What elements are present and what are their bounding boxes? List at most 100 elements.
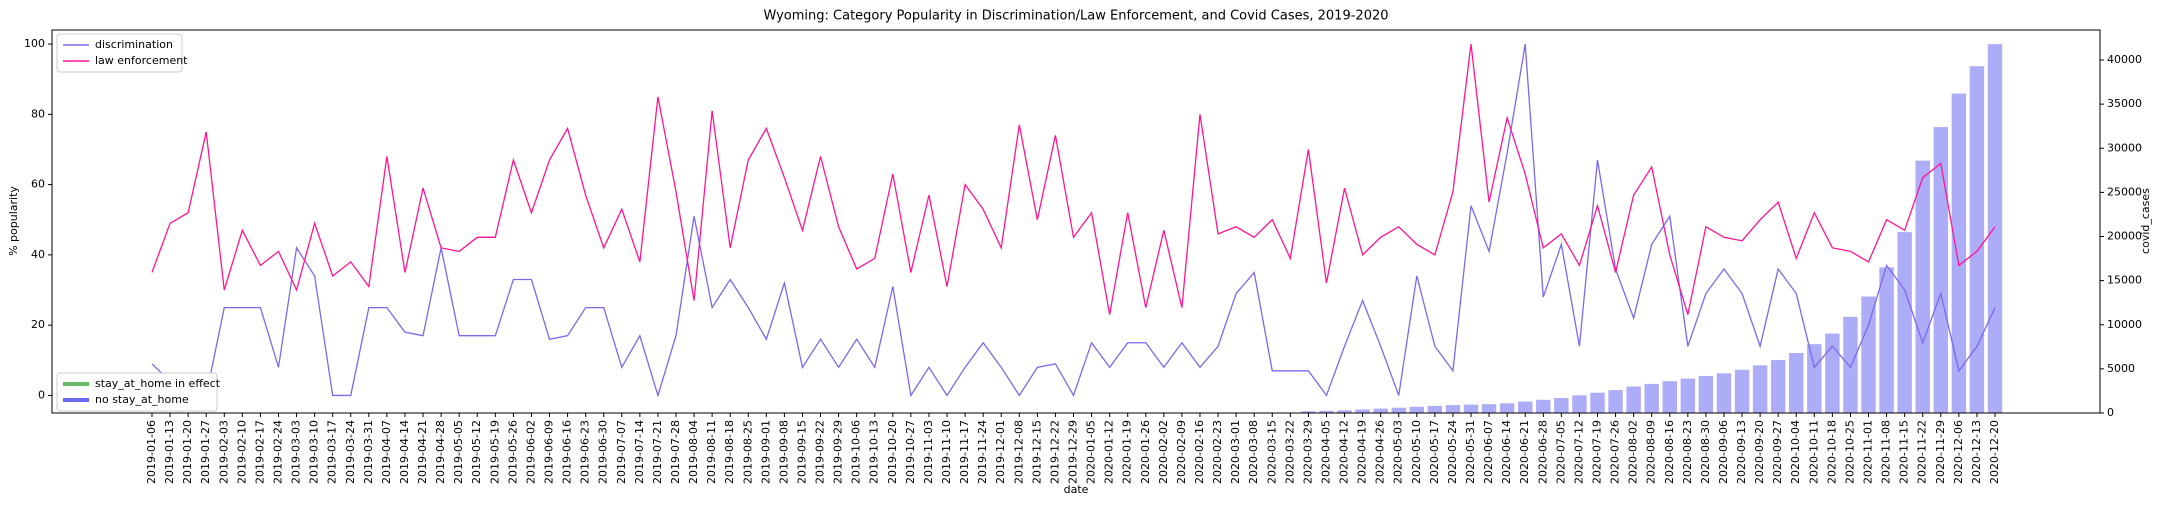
x-tick-label: 2020-10-11 bbox=[1807, 420, 1820, 484]
x-tick-label: 2020-12-06 bbox=[1952, 420, 1965, 484]
bar bbox=[1970, 66, 1984, 413]
x-tick-label: 2020-01-05 bbox=[1085, 420, 1098, 484]
bar bbox=[1373, 409, 1387, 413]
bar bbox=[1735, 370, 1749, 413]
legend-label: no stay_at_home bbox=[95, 393, 189, 406]
x-tick-label: 2020-11-29 bbox=[1934, 420, 1947, 484]
x-tick-label: 2020-06-14 bbox=[1500, 420, 1513, 484]
x-tick-label: 2020-07-12 bbox=[1572, 420, 1585, 484]
x-tick-label: 2020-12-20 bbox=[1988, 420, 2001, 484]
x-tick-label: 2020-03-15 bbox=[1265, 420, 1278, 484]
x-tick-label: 2020-10-04 bbox=[1789, 420, 1802, 484]
x-tick-label: 2020-09-27 bbox=[1771, 420, 1784, 484]
x-tick-label: 2019-01-27 bbox=[199, 420, 212, 484]
x-tick-label: 2019-03-03 bbox=[290, 420, 303, 484]
x-tick-label: 2020-09-06 bbox=[1717, 420, 1730, 484]
bar bbox=[1500, 403, 1514, 413]
bar bbox=[1644, 384, 1658, 413]
bar bbox=[1392, 408, 1406, 413]
x-tick-label: 2019-02-17 bbox=[253, 420, 266, 484]
x-tick-label: 2019-03-24 bbox=[344, 420, 357, 484]
x-tick-label: 2019-07-14 bbox=[633, 420, 646, 484]
x-tick-label: 2020-11-22 bbox=[1916, 420, 1929, 484]
x-tick-label: 2019-06-30 bbox=[597, 420, 610, 484]
x-tick-label: 2019-02-03 bbox=[217, 420, 230, 484]
x-tick-label: 2020-05-03 bbox=[1392, 420, 1405, 484]
x-tick-label: 2019-01-20 bbox=[181, 420, 194, 484]
x-tick-label: 2019-05-26 bbox=[506, 420, 519, 484]
bar bbox=[1355, 409, 1369, 413]
bar bbox=[1554, 398, 1568, 413]
y2-tick-label: 10000 bbox=[2107, 318, 2142, 331]
bar bbox=[1717, 373, 1731, 413]
x-tick-label: 2020-02-02 bbox=[1157, 420, 1170, 484]
x-tick-label: 2019-11-17 bbox=[958, 420, 971, 484]
x-tick-label: 2020-08-09 bbox=[1645, 420, 1658, 484]
x-tick-label: 2020-07-26 bbox=[1609, 420, 1622, 484]
bar bbox=[1663, 381, 1677, 413]
y2-tick-label: 20000 bbox=[2107, 230, 2142, 243]
x-tick-label: 2020-03-01 bbox=[1229, 420, 1242, 484]
x-tick-label: 2019-08-11 bbox=[705, 420, 718, 484]
bar bbox=[1608, 390, 1622, 413]
x-tick-label: 2019-03-31 bbox=[362, 420, 375, 484]
x-tick-label: 2019-09-15 bbox=[795, 420, 808, 484]
y-axis-label: % popularity bbox=[7, 186, 20, 256]
x-tick-label: 2020-01-12 bbox=[1103, 420, 1116, 484]
x-tick-label: 2019-08-18 bbox=[723, 420, 736, 484]
x-tick-label: 2019-11-24 bbox=[976, 420, 989, 484]
x-tick-label: 2020-12-13 bbox=[1970, 420, 1983, 484]
y-tick-label: 60 bbox=[31, 178, 45, 191]
x-tick-label: 2020-11-08 bbox=[1880, 420, 1893, 484]
y2-tick-label: 0 bbox=[2107, 406, 2114, 419]
y-tick-label: 20 bbox=[31, 318, 45, 331]
x-tick-label: 2020-08-16 bbox=[1663, 420, 1676, 484]
x-tick-label: 2019-12-22 bbox=[1048, 420, 1061, 484]
x-tick-label: 2019-07-28 bbox=[669, 420, 682, 484]
x-tick-label: 2019-08-04 bbox=[687, 420, 700, 484]
bar bbox=[1952, 94, 1966, 413]
x-tick-label: 2020-06-28 bbox=[1536, 420, 1549, 484]
y-tick-label: 100 bbox=[24, 37, 45, 50]
y2-tick-label: 25000 bbox=[2107, 185, 2142, 198]
x-tick-label: 2019-02-10 bbox=[235, 420, 248, 484]
x-tick-label: 2020-02-09 bbox=[1175, 420, 1188, 484]
x-tick-label: 2020-03-08 bbox=[1247, 420, 1260, 484]
x-tick-label: 2019-04-14 bbox=[398, 420, 411, 484]
x-tick-label: 2019-09-01 bbox=[759, 420, 772, 484]
x-tick-label: 2020-11-15 bbox=[1898, 420, 1911, 484]
bar bbox=[1771, 360, 1785, 413]
x-tick-label: 2020-05-31 bbox=[1464, 420, 1477, 484]
x-tick-label: 2019-04-28 bbox=[434, 420, 447, 484]
x-tick-label: 2019-09-29 bbox=[832, 420, 845, 484]
y-tick-label: 40 bbox=[31, 248, 45, 261]
x-axis-label: date bbox=[1064, 483, 1089, 496]
bar bbox=[1915, 161, 1929, 413]
y-tick-label: 0 bbox=[38, 388, 45, 401]
x-tick-label: 2019-04-07 bbox=[380, 420, 393, 484]
x-tick-label: 2020-02-16 bbox=[1193, 420, 1206, 484]
x-tick-label: 2019-09-08 bbox=[777, 420, 790, 484]
x-tick-label: 2020-08-02 bbox=[1627, 420, 1640, 484]
x-tick-label: 2020-04-12 bbox=[1338, 420, 1351, 484]
x-tick-label: 2019-06-09 bbox=[543, 420, 556, 484]
x-tick-label: 2019-03-10 bbox=[308, 420, 321, 484]
bar bbox=[1934, 127, 1948, 413]
x-tick-label: 2019-05-05 bbox=[452, 420, 465, 484]
line-series bbox=[152, 44, 1995, 315]
x-tick-label: 2019-06-02 bbox=[524, 420, 537, 484]
bar bbox=[1843, 317, 1857, 413]
bar bbox=[1879, 267, 1893, 413]
legend-label: discrimination bbox=[95, 38, 173, 51]
x-tick-label: 2020-06-07 bbox=[1482, 420, 1495, 484]
x-tick-label: 2020-05-24 bbox=[1446, 420, 1459, 484]
y2-tick-label: 30000 bbox=[2107, 141, 2142, 154]
x-tick-label: 2020-09-13 bbox=[1735, 420, 1748, 484]
x-tick-label: 2020-03-29 bbox=[1301, 420, 1314, 484]
bar bbox=[1482, 404, 1496, 413]
x-tick-label: 2020-04-05 bbox=[1319, 420, 1332, 484]
x-tick-label: 2019-05-12 bbox=[470, 420, 483, 484]
x-tick-label: 2019-12-08 bbox=[1012, 420, 1025, 484]
x-tick-label: 2020-04-26 bbox=[1374, 420, 1387, 484]
